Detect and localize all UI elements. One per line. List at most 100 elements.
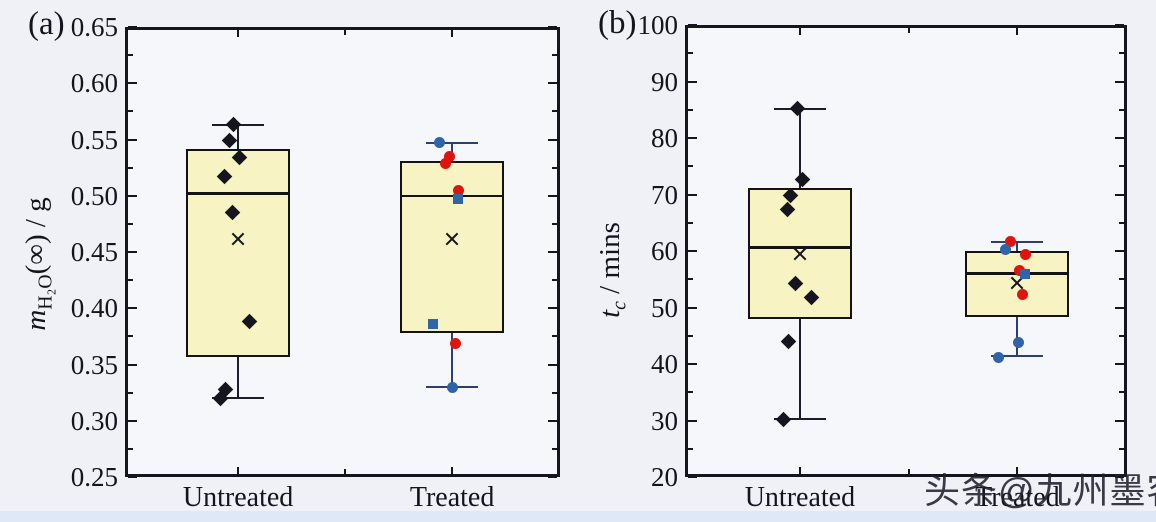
y-axis-major-tick	[128, 82, 137, 85]
y-axis-minor-tick-right	[552, 279, 557, 282]
y-axis-major-tick	[688, 476, 697, 478]
x-axis-tick-top	[798, 28, 801, 35]
y-axis-minor-tick	[688, 278, 693, 281]
box-median-line	[400, 194, 505, 198]
whisker-upper-stem	[798, 108, 801, 188]
y-tick-label: 20	[651, 462, 678, 492]
y-tick-label: 0.45	[70, 237, 118, 267]
y-axis-major-tick	[128, 26, 137, 28]
data-point-blue-circle	[433, 137, 445, 149]
y-axis-major-tick-right	[548, 251, 557, 253]
y-tick-label: 0.60	[70, 68, 118, 99]
y-axis-major-tick-right	[548, 82, 557, 85]
y-tick-label: 0.40	[70, 293, 118, 324]
y-axis-major-tick-right	[548, 363, 557, 366]
box-median-line	[747, 246, 852, 249]
whisker-lower-cap	[773, 418, 826, 421]
data-point-red-circle	[1016, 289, 1028, 300]
y-axis-major-tick-right	[1115, 137, 1124, 139]
mean-cross-marker	[230, 231, 246, 247]
x-category-label: Treated	[975, 482, 1060, 513]
y-axis-major-tick	[688, 137, 697, 139]
y-axis-minor-tick-right	[552, 54, 557, 57]
x-axis-tick-bottom	[1016, 467, 1019, 474]
y-axis-minor-tick-right	[1119, 221, 1124, 224]
data-point-red-circle	[443, 150, 455, 162]
whisker-lower-stem	[1016, 317, 1019, 357]
y-tick-label: 90	[651, 66, 678, 97]
y-axis-minor-tick	[128, 335, 133, 338]
panel-b-label: (b)	[598, 5, 637, 41]
y-tick-label: 30	[651, 405, 678, 436]
y-tick-label: 0.35	[70, 349, 118, 380]
x-axis-tick-bottom	[237, 467, 240, 474]
y-axis-minor-tick-right	[552, 222, 557, 225]
y-axis-major-tick-right	[1115, 476, 1124, 478]
y-axis-minor-tick	[688, 165, 693, 168]
y-axis-major-tick	[688, 363, 697, 365]
whisker-upper-cap	[991, 240, 1044, 243]
y-axis-minor-tick-right	[1119, 165, 1124, 168]
panel-a-label: (a)	[28, 6, 65, 42]
y-axis-major-tick-right	[548, 476, 557, 478]
whisker-upper-cap	[426, 141, 479, 144]
y-axis-major-tick-right	[548, 26, 557, 28]
y-axis-major-tick	[688, 419, 697, 422]
y-axis-major-tick-right	[1115, 24, 1124, 26]
mean-cross-marker	[792, 246, 808, 262]
y-tick-label: 50	[651, 292, 678, 323]
watermark-text: 头条@九州墨客	[924, 470, 1156, 511]
y-axis-minor-tick	[128, 391, 133, 394]
data-point-red-circle	[1013, 264, 1025, 276]
y-axis-minor-tick-right	[552, 447, 557, 450]
x-category-label: Untreated	[744, 482, 856, 513]
y-tick-label: 0.65	[70, 12, 118, 42]
box-iqr	[400, 160, 505, 333]
y-axis-major-tick	[688, 250, 697, 252]
y-axis-major-tick	[688, 80, 697, 83]
data-point-red-circle	[439, 157, 451, 169]
whisker-lower-stem	[237, 356, 240, 399]
y-axis-major-tick	[128, 194, 137, 197]
y-axis-major-tick	[128, 251, 137, 253]
y-axis-minor-tick-right	[1119, 278, 1124, 281]
data-point-red-circle	[449, 337, 461, 349]
data-point-blue-circle	[992, 351, 1004, 363]
whisker-lower-stem	[798, 319, 801, 420]
y-axis-major-tick	[128, 363, 137, 366]
x-axis-tick-bottom	[798, 467, 801, 474]
y-axis-minor-tick-right	[1119, 52, 1124, 55]
y-axis-minor-tick	[688, 52, 693, 55]
y-axis-minor-tick-right	[1119, 108, 1124, 111]
y-axis-major-tick	[688, 24, 697, 26]
y-tick-label: 60	[651, 236, 678, 266]
y-axis-major-tick-right	[1115, 193, 1124, 196]
y-axis-major-tick-right	[1115, 250, 1124, 252]
whisker-lower-stem	[451, 333, 454, 387]
y-axis-major-tick-right	[548, 419, 557, 422]
x-axis-minor-tick-top	[344, 30, 347, 35]
whisker-lower-cap	[212, 397, 265, 400]
y-axis-major-tick-right	[548, 194, 557, 197]
y-tick-label: 40	[651, 349, 678, 379]
data-point-blue-circle	[1012, 337, 1024, 349]
whisker-upper-stem	[237, 124, 240, 149]
y-axis-minor-tick-right	[552, 166, 557, 169]
box-median-line	[186, 192, 291, 195]
box-iqr	[186, 148, 291, 357]
y-axis-minor-tick	[128, 222, 133, 225]
data-point-blue-square	[1020, 268, 1031, 279]
whisker-upper-stem	[1016, 241, 1019, 251]
y-tick-label: 80	[651, 123, 678, 153]
y-axis-minor-tick	[688, 108, 693, 111]
y-axis-major-tick	[688, 306, 697, 309]
bottom-strip	[0, 511, 1156, 522]
x-axis-minor-tick-bottom	[907, 469, 910, 474]
y-axis-minor-tick	[128, 166, 133, 169]
data-point-red-circle	[1004, 235, 1016, 247]
y-tick-label: 0.55	[70, 124, 118, 155]
x-axis-tick-top	[237, 30, 240, 37]
x-axis-tick-bottom	[451, 467, 454, 474]
y-tick-label: 70	[651, 179, 678, 210]
